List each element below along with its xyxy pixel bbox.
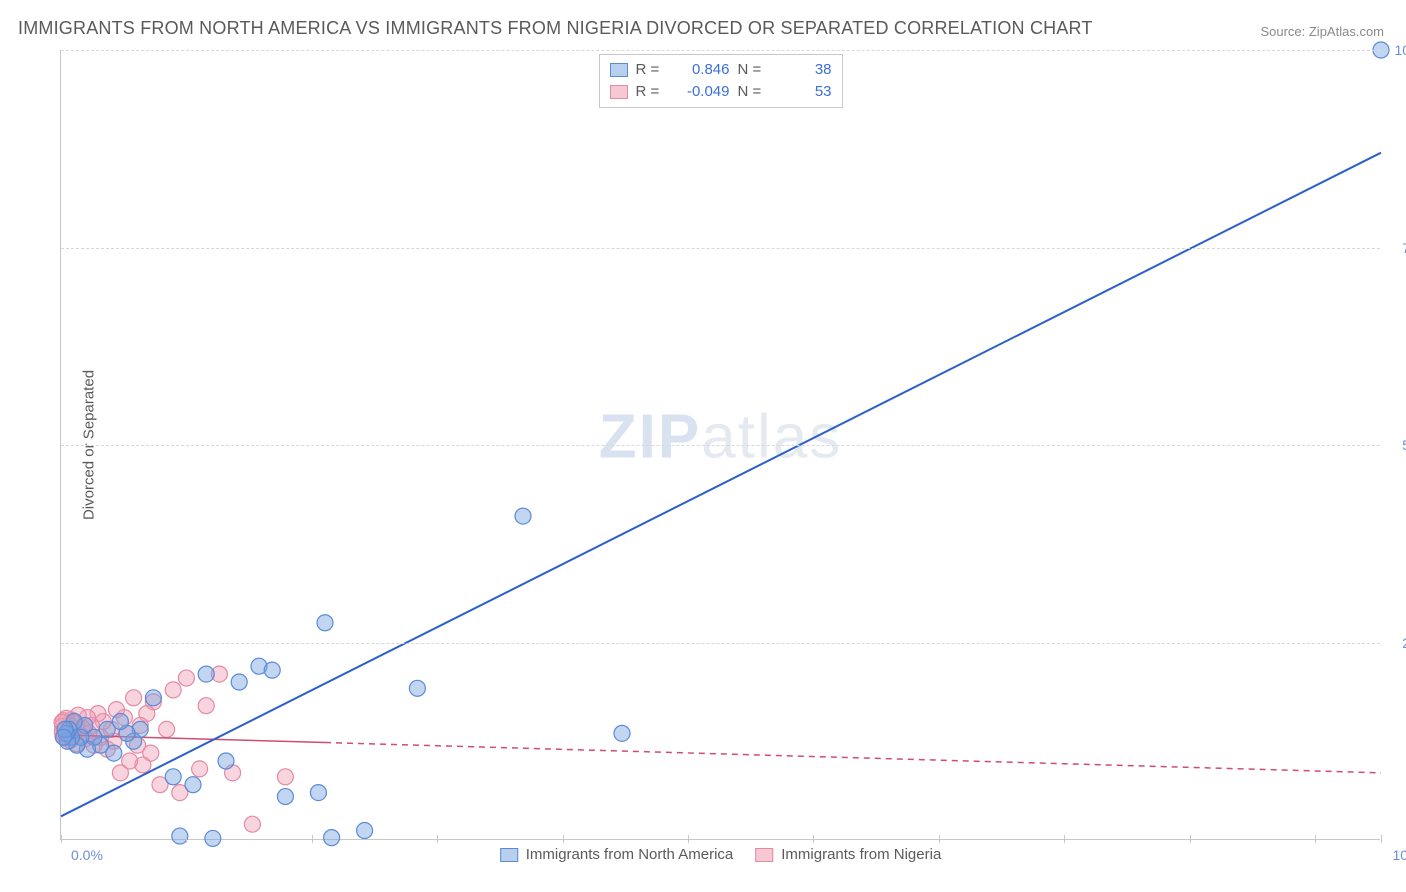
x-tick bbox=[61, 835, 62, 843]
n-value: 53 bbox=[774, 81, 832, 103]
correlation-legend: R = 0.846 N = 38 R = -0.049 N = 53 bbox=[599, 54, 843, 108]
r-value: 0.846 bbox=[672, 59, 730, 81]
trend-line bbox=[61, 153, 1381, 817]
data-point bbox=[165, 769, 181, 785]
x-tick bbox=[939, 835, 940, 843]
x-axis-min-label: 0.0% bbox=[71, 847, 103, 863]
legend-label: Immigrants from Nigeria bbox=[781, 846, 941, 863]
trend-line-dashed bbox=[325, 743, 1381, 773]
n-value: 38 bbox=[774, 59, 832, 81]
gridline bbox=[61, 50, 1380, 51]
data-point bbox=[56, 729, 72, 745]
x-tick bbox=[563, 835, 564, 843]
swatch-icon bbox=[500, 848, 518, 862]
gridline bbox=[61, 445, 1380, 446]
x-tick bbox=[1064, 835, 1065, 843]
y-tick-label: 75.0% bbox=[1402, 240, 1406, 256]
swatch-icon bbox=[610, 63, 628, 77]
data-point bbox=[231, 674, 247, 690]
data-point bbox=[317, 615, 333, 631]
data-point bbox=[145, 690, 161, 706]
legend-item: Immigrants from Nigeria bbox=[755, 846, 941, 863]
legend-item: Immigrants from North America bbox=[500, 846, 734, 863]
x-tick bbox=[1190, 835, 1191, 843]
data-point bbox=[198, 666, 214, 682]
r-label: R = bbox=[636, 59, 664, 81]
legend-row: R = -0.049 N = 53 bbox=[610, 81, 832, 103]
gridline bbox=[61, 643, 1380, 644]
data-point bbox=[159, 721, 175, 737]
data-point bbox=[277, 789, 293, 805]
data-point bbox=[185, 777, 201, 793]
data-point bbox=[218, 753, 234, 769]
data-point bbox=[324, 830, 340, 846]
x-axis-max-label: 100.0% bbox=[1393, 847, 1406, 863]
series-legend: Immigrants from North America Immigrants… bbox=[500, 846, 942, 863]
chart-title: IMMIGRANTS FROM NORTH AMERICA VS IMMIGRA… bbox=[18, 18, 1093, 39]
gridline bbox=[61, 248, 1380, 249]
x-tick bbox=[437, 835, 438, 843]
data-point bbox=[277, 769, 293, 785]
r-label: R = bbox=[636, 81, 664, 103]
data-point bbox=[205, 830, 221, 846]
data-point bbox=[409, 680, 425, 696]
data-point bbox=[198, 698, 214, 714]
x-tick bbox=[186, 835, 187, 843]
x-tick bbox=[1381, 835, 1382, 843]
data-point bbox=[310, 785, 326, 801]
source-attribution: Source: ZipAtlas.com bbox=[1260, 24, 1384, 39]
swatch-icon bbox=[755, 848, 773, 862]
data-point bbox=[515, 508, 531, 524]
data-point bbox=[165, 682, 181, 698]
data-point bbox=[244, 816, 260, 832]
plot-region: ZIPatlas R = 0.846 N = 38 R = -0.049 N =… bbox=[60, 50, 1380, 840]
n-label: N = bbox=[738, 81, 766, 103]
swatch-icon bbox=[610, 85, 628, 99]
x-tick bbox=[813, 835, 814, 843]
data-point bbox=[614, 725, 630, 741]
data-point bbox=[357, 823, 373, 839]
y-tick-label: 50.0% bbox=[1402, 437, 1406, 453]
legend-label: Immigrants from North America bbox=[526, 846, 734, 863]
chart-container: Divorced or Separated ZIPatlas R = 0.846… bbox=[48, 50, 1386, 840]
x-tick bbox=[688, 835, 689, 843]
data-point bbox=[192, 761, 208, 777]
data-point bbox=[172, 828, 188, 844]
y-tick-label: 100.0% bbox=[1395, 42, 1406, 58]
data-point bbox=[126, 690, 142, 706]
n-label: N = bbox=[738, 59, 766, 81]
r-value: -0.049 bbox=[672, 81, 730, 103]
x-tick bbox=[312, 835, 313, 843]
data-point bbox=[264, 662, 280, 678]
x-tick bbox=[1315, 835, 1316, 843]
legend-row: R = 0.846 N = 38 bbox=[610, 59, 832, 81]
y-tick-label: 25.0% bbox=[1402, 635, 1406, 651]
data-point bbox=[112, 765, 128, 781]
data-point bbox=[178, 670, 194, 686]
